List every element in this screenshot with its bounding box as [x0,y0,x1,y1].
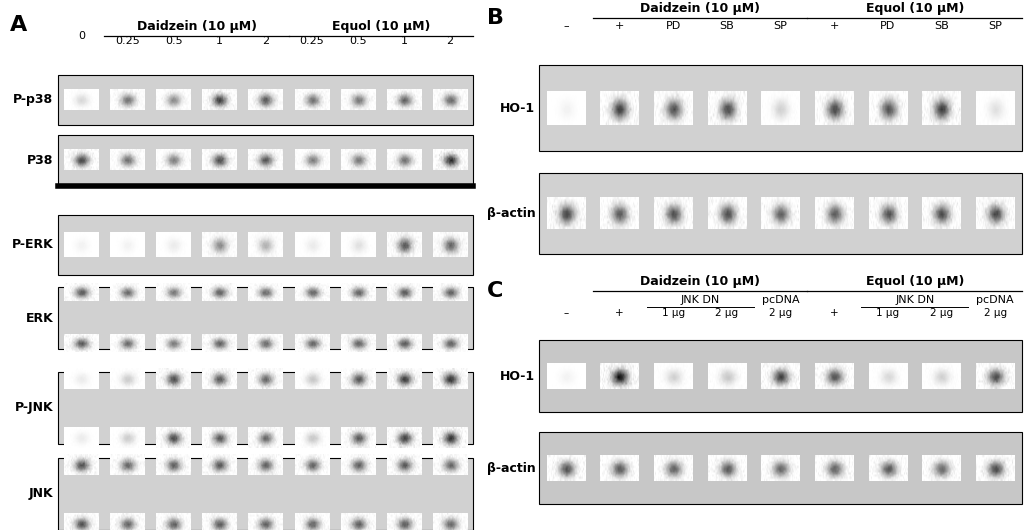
Text: Daidzein (10 μM): Daidzein (10 μM) [640,2,760,15]
Text: SP: SP [774,21,787,31]
Text: 2 μg: 2 μg [769,308,793,319]
Text: +: + [615,308,624,319]
Text: HO-1: HO-1 [500,370,536,383]
Text: –: – [563,308,568,319]
Text: +: + [830,308,839,319]
Text: A: A [10,15,28,35]
Text: Equol (10 μM): Equol (10 μM) [332,20,430,33]
Text: JNK: JNK [29,488,53,500]
Text: β-actin: β-actin [486,207,536,220]
Text: 0.5: 0.5 [165,36,182,46]
Text: Equol (10 μM): Equol (10 μM) [865,275,964,288]
Text: 2 μg: 2 μg [716,308,738,319]
Bar [58,135,473,185]
Text: 0: 0 [78,31,85,41]
Text: SB: SB [934,21,949,31]
Text: 2 μg: 2 μg [984,308,1007,319]
Text: HO-1: HO-1 [500,102,536,114]
Bar [540,65,1022,151]
Text: P38: P38 [27,154,53,166]
Text: ERK: ERK [26,312,53,324]
Text: 0.25: 0.25 [299,36,325,46]
Bar [58,215,473,275]
Text: P-p38: P-p38 [13,93,53,107]
Bar [58,75,473,125]
Text: pcDNA: pcDNA [762,295,800,305]
Text: Daidzein (10 μM): Daidzein (10 μM) [640,275,760,288]
Text: JNK DN: JNK DN [895,295,934,305]
Bar [540,340,1022,412]
Text: +: + [829,21,839,31]
Text: P-ERK: P-ERK [11,238,53,252]
Text: JNK DN: JNK DN [681,295,720,305]
Text: –: – [563,21,569,31]
Text: Daidzein (10 μM): Daidzein (10 μM) [136,20,257,33]
Text: SB: SB [720,21,734,31]
Text: B: B [487,7,504,28]
Text: 2: 2 [262,36,269,46]
Text: 1: 1 [400,36,408,46]
Text: P-JNK: P-JNK [14,402,53,414]
Text: C: C [487,280,504,301]
Bar [58,372,473,444]
Text: 1 μg: 1 μg [877,308,899,319]
Text: PD: PD [881,21,896,31]
Text: pcDNA: pcDNA [976,295,1014,305]
Bar [58,287,473,349]
Text: β-actin: β-actin [486,462,536,475]
Text: 1 μg: 1 μg [662,308,685,319]
Bar [58,458,473,530]
Text: 1: 1 [216,36,223,46]
Text: +: + [615,21,625,31]
Text: 0.5: 0.5 [349,36,367,46]
Text: Equol (10 μM): Equol (10 μM) [865,2,964,15]
Text: 2 μg: 2 μg [930,308,953,319]
Text: PD: PD [666,21,681,31]
Bar [540,173,1022,254]
Bar [540,432,1022,504]
Text: 0.25: 0.25 [115,36,140,46]
Text: SP: SP [988,21,1002,31]
Text: 2: 2 [446,36,454,46]
